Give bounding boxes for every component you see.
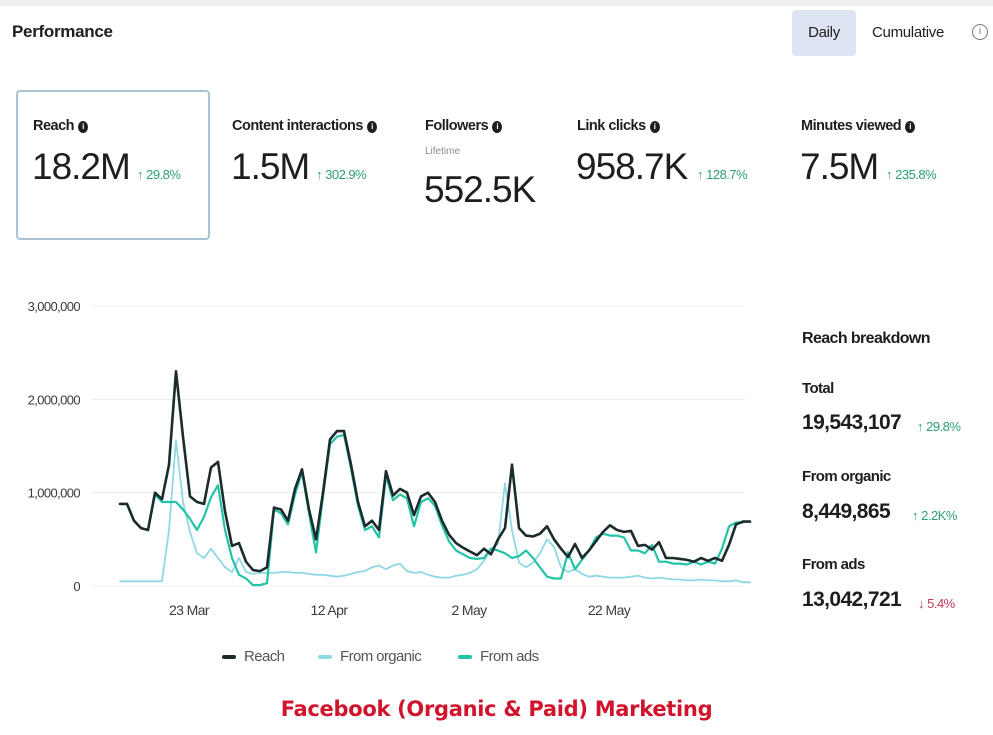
- breakdown-title: Reach breakdown: [802, 330, 931, 347]
- metric-change-reach: ↑ 29.8%: [137, 167, 181, 182]
- toggle-cumulative-button[interactable]: Cumulative: [872, 24, 945, 41]
- breakdown-change-total: ↑ 29.8%: [917, 419, 961, 434]
- metric-value-followers: 552.5K: [424, 169, 536, 210]
- info-icon[interactable]: i: [366, 121, 377, 133]
- metric-change-link-clicks: ↑ 128.7%: [697, 167, 748, 182]
- series-line-from-ads: [118, 433, 745, 587]
- legend-swatch-reach: [222, 655, 236, 660]
- metric-label-content-interactions[interactable]: Content interactions i: [232, 118, 377, 134]
- metric-value-content-interactions: 1.5M: [231, 146, 310, 187]
- info-icon[interactable]: i: [492, 121, 503, 133]
- toggle-daily-button[interactable]: Daily: [792, 10, 856, 56]
- metric-label-minutes-viewed[interactable]: Minutes viewed i: [801, 118, 916, 134]
- breakdown-value-ads: 13,042,721: [802, 588, 902, 611]
- metric-value-reach: 18.2M: [32, 146, 131, 187]
- x-tick-label: 2 May: [451, 602, 487, 618]
- metric-label-followers[interactable]: Followers i: [425, 118, 503, 134]
- metric-label-link-clicks[interactable]: Link clicks i: [577, 118, 660, 134]
- y-tick-label: 1,000,000: [28, 486, 81, 501]
- info-icon[interactable]: i: [905, 121, 916, 133]
- metric-value-minutes-viewed: 7.5M: [800, 146, 879, 187]
- x-tick-label: 22 May: [588, 602, 631, 618]
- metric-label-reach: Reach i: [33, 118, 89, 134]
- metric-label-text: Reach: [33, 118, 75, 134]
- metric-change-content-interactions: ↑ 302.9%: [316, 167, 367, 182]
- caption: Facebook (Organic & Paid) Marketing: [280, 697, 713, 721]
- series-line-from-organic: [119, 439, 751, 584]
- legend-swatch-ads: [458, 655, 472, 660]
- y-tick-label: 0: [73, 579, 80, 594]
- breakdown-value-total: 19,543,107: [802, 411, 902, 434]
- y-tick-label: 2,000,000: [28, 392, 81, 407]
- x-axis-ticks: 23 Mar 12 Apr 2 May 22 May: [169, 602, 631, 618]
- metric-sublabel-followers: Lifetime: [425, 146, 461, 157]
- info-icon[interactable]: i: [78, 121, 89, 133]
- breakdown-value-organic: 8,449,865: [802, 500, 891, 523]
- reach-line-chart: 3,000,000 2,000,000 1,000,000 0 23 Mar 12 Ap…: [28, 299, 752, 618]
- chart-lines: [118, 370, 752, 587]
- legend-swatch-organic: [318, 655, 332, 660]
- metric-value-link-clicks: 958.7K: [576, 146, 688, 187]
- legend-item-from-organic[interactable]: From organic: [318, 648, 422, 665]
- breakdown-label-total: Total: [802, 380, 834, 397]
- legend-label: From organic: [340, 648, 422, 665]
- breakdown-change-ads: ↓ 5.4%: [918, 596, 955, 611]
- top-bar: [0, 0, 993, 6]
- metric-label-text: Content interactions: [232, 118, 363, 134]
- legend-label: From ads: [480, 648, 539, 665]
- metric-label-text: Link clicks: [577, 118, 646, 134]
- breakdown-label-ads: From ads: [802, 556, 865, 573]
- breakdown-label-organic: From organic: [802, 468, 891, 485]
- legend-label: Reach: [244, 648, 285, 665]
- series-line-reach: [118, 370, 752, 573]
- chart-grid: [92, 305, 745, 587]
- y-axis-ticks: 3,000,000 2,000,000 1,000,000 0: [28, 299, 81, 594]
- legend-item-from-ads[interactable]: From ads: [458, 648, 539, 665]
- metric-label-text: Followers: [425, 118, 489, 134]
- y-tick-label: 3,000,000: [28, 299, 81, 314]
- breakdown-change-organic: ↑ 2.2K%: [912, 508, 957, 523]
- info-icon[interactable]: i: [649, 121, 660, 133]
- page-title: Performance: [12, 22, 113, 41]
- info-icon[interactable]: i: [972, 24, 988, 40]
- x-tick-label: 12 Apr: [311, 602, 349, 618]
- metric-card-reach[interactable]: [16, 90, 210, 240]
- metric-label-text: Minutes viewed: [801, 118, 902, 134]
- legend-item-reach[interactable]: Reach: [222, 648, 285, 665]
- x-tick-label: 23 Mar: [169, 602, 210, 618]
- metric-change-minutes-viewed: ↑ 235.8%: [886, 167, 937, 182]
